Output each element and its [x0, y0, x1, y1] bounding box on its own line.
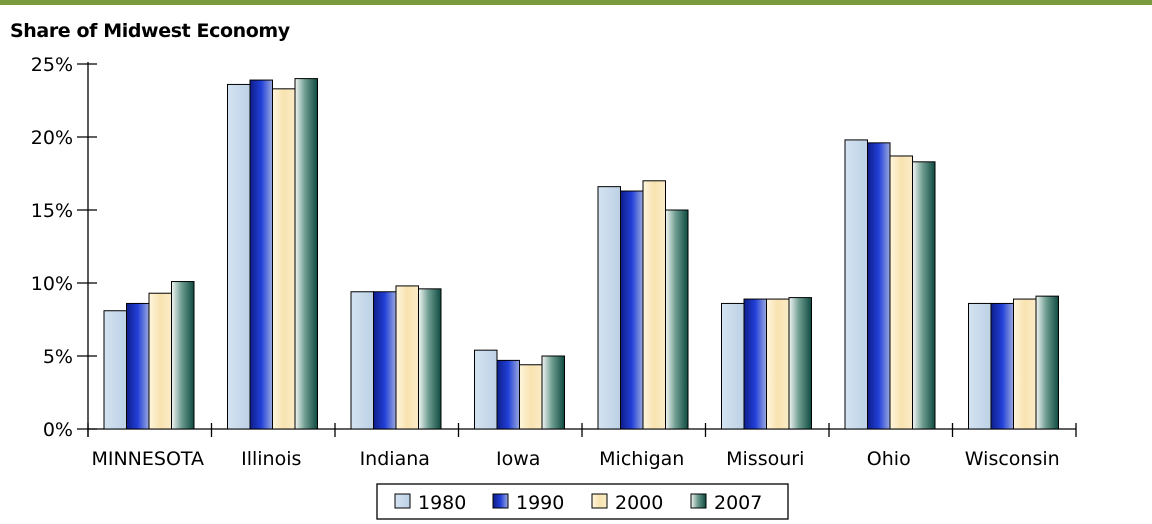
bar-1980	[103, 310, 127, 430]
x-category-label: Wisconsin	[965, 448, 1060, 470]
legend-label-1980: 1980	[418, 492, 466, 514]
legend-swatch-2000	[591, 493, 608, 509]
bar-1990	[496, 359, 520, 430]
bar-2007	[294, 78, 318, 430]
bar-1980	[227, 83, 251, 430]
bar-1990	[126, 302, 150, 430]
chart-title: Share of Midwest Economy	[10, 20, 290, 42]
bar-2000	[642, 180, 666, 430]
bar-2007	[665, 209, 689, 430]
bar-1980	[968, 302, 992, 430]
bar-2000	[766, 298, 790, 430]
y-tick-label: 0%	[43, 419, 73, 441]
bar-1980	[597, 186, 621, 430]
bar-1990	[743, 298, 767, 430]
bar-1990	[249, 79, 273, 430]
legend-swatch-1990	[492, 493, 509, 509]
x-category-label: MINNESOTA	[91, 448, 204, 470]
y-tick-label: 10%	[31, 273, 73, 295]
bar-2000	[889, 155, 913, 430]
bar-2007	[1035, 295, 1059, 430]
header-rule	[0, 0, 1152, 5]
bar-2007	[418, 288, 442, 430]
legend-swatch-2007	[690, 493, 707, 509]
bar-1980	[844, 139, 868, 430]
y-tick-label: 25%	[31, 54, 73, 76]
y-tick-label: 5%	[43, 346, 73, 368]
bar-2000	[272, 88, 296, 430]
x-category-label: Missouri	[726, 448, 804, 470]
legend-label-2000: 2000	[615, 492, 663, 514]
x-category-label: Ohio	[867, 448, 911, 470]
legend-swatch-1980	[394, 493, 411, 509]
bar-2000	[395, 285, 419, 430]
bar-2007	[171, 281, 195, 430]
bar-1990	[373, 291, 397, 430]
y-tick-label: 15%	[31, 200, 73, 222]
x-category-label: Illinois	[241, 448, 301, 470]
bar-2000	[1013, 298, 1037, 430]
x-category-label: Indiana	[360, 448, 430, 470]
bar-2007	[912, 161, 936, 430]
bar-1980	[474, 349, 498, 430]
bar-2000	[519, 364, 543, 430]
bar-1990	[620, 190, 644, 430]
legend-label-1990: 1990	[516, 492, 564, 514]
bar-1990	[990, 302, 1014, 430]
bar-1980	[721, 302, 745, 430]
legend-label-2007: 2007	[714, 492, 762, 514]
x-category-label: Iowa	[496, 448, 540, 470]
x-category-label: Michigan	[599, 448, 684, 470]
y-tick-label: 20%	[31, 127, 73, 149]
bar-2007	[788, 297, 812, 430]
bar-1990	[867, 142, 891, 430]
bar-2000	[148, 292, 172, 430]
legend-box	[376, 483, 789, 520]
bar-1980	[350, 291, 374, 430]
bar-2007	[541, 355, 565, 430]
